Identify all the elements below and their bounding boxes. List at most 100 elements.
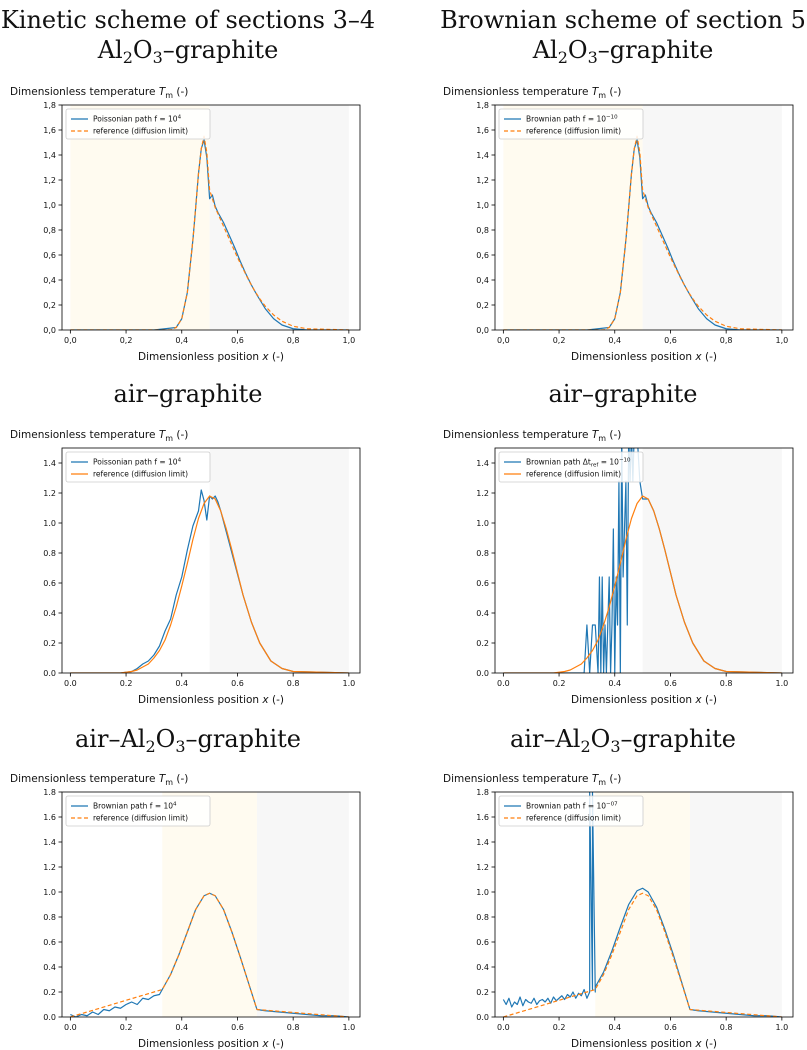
y-tick-label: 0,6 bbox=[43, 251, 56, 260]
legend-box bbox=[498, 795, 644, 827]
legend-label: reference (diffusion limit) bbox=[93, 127, 188, 136]
x-tick-label: 0,2 bbox=[553, 336, 566, 345]
y-tick-label: 0.4 bbox=[43, 609, 56, 618]
y-tick-label: 0,8 bbox=[476, 226, 489, 235]
x-tick-label: 0.8 bbox=[287, 679, 300, 688]
y-tick-label: 0.0 bbox=[476, 669, 489, 678]
x-tick-label: 0.2 bbox=[120, 679, 133, 688]
y-tick-label: 1.6 bbox=[43, 813, 56, 822]
y-tick-label: 0.6 bbox=[43, 579, 56, 588]
y-axis-label: Dimensionless temperature Tm (-) bbox=[10, 429, 188, 443]
x-tick-label: 0.8 bbox=[720, 1023, 733, 1032]
x-tick-label: 0,4 bbox=[175, 336, 188, 345]
y-tick-label: 1,2 bbox=[476, 176, 489, 185]
y-tick-label: 0,0 bbox=[476, 326, 489, 335]
region-graphite bbox=[642, 105, 782, 330]
row-title-2-col-2: air–graphite bbox=[549, 380, 698, 408]
x-tick-label: 0.2 bbox=[553, 1023, 566, 1032]
y-tick-label: 0,0 bbox=[43, 326, 56, 335]
x-tick-label: 0.0 bbox=[64, 1023, 77, 1032]
y-tick-label: 0.8 bbox=[476, 549, 489, 558]
x-tick-label: 0.4 bbox=[175, 1023, 188, 1032]
legend-label: Poissonian path f = 104 bbox=[93, 458, 182, 467]
x-tick-label: 1.0 bbox=[775, 1023, 788, 1032]
x-tick-label: 1.0 bbox=[775, 679, 788, 688]
y-tick-label: 1.2 bbox=[476, 489, 489, 498]
y-tick-label: 0.2 bbox=[43, 639, 56, 648]
y-axis-label: Dimensionless temperature Tm (-) bbox=[443, 773, 621, 787]
region-al2o3 bbox=[595, 792, 690, 1017]
y-tick-label: 0.4 bbox=[476, 609, 489, 618]
y-tick-label: 1,4 bbox=[476, 151, 489, 160]
legend-box bbox=[65, 108, 211, 140]
x-tick-label: 0,8 bbox=[287, 336, 300, 345]
y-tick-label: 1,0 bbox=[476, 201, 489, 210]
row-titles: air–graphite air–graphite air–Al2O3–graphi… bbox=[75, 380, 736, 756]
x-axis-label: Dimensionless position x (-) bbox=[138, 1038, 284, 1050]
x-tick-label: 0.8 bbox=[287, 1023, 300, 1032]
row-title-2-col-1: air–graphite bbox=[114, 380, 263, 408]
y-tick-label: 1,6 bbox=[476, 126, 489, 135]
x-axis-label: Dimensionless position x (-) bbox=[571, 694, 717, 706]
x-tick-label: 0,4 bbox=[608, 336, 621, 345]
panel-5: Dimensionless temperature Tm (-) Dimensio… bbox=[10, 773, 361, 1050]
series-group bbox=[70, 489, 349, 673]
y-tick-label: 0.2 bbox=[43, 988, 56, 997]
panel-4: Dimensionless temperature Tm (-) Dimensio… bbox=[443, 429, 794, 706]
y-tick-label: 1.4 bbox=[476, 838, 489, 847]
y-tick-label: 0.4 bbox=[43, 963, 56, 972]
region-graphite bbox=[642, 448, 782, 673]
y-tick-label: 0.2 bbox=[476, 988, 489, 997]
reference-line-orange bbox=[503, 135, 782, 330]
y-axis-label: Dimensionless temperature Tm (-) bbox=[443, 86, 621, 100]
legend-label: Brownian path f = 104 bbox=[93, 802, 177, 811]
y-tick-label: 1.0 bbox=[476, 888, 489, 897]
y-tick-label: 0,2 bbox=[43, 301, 56, 310]
x-tick-label: 0.4 bbox=[608, 1023, 621, 1032]
y-tick-label: 0.6 bbox=[43, 938, 56, 947]
y-tick-label: 1,4 bbox=[43, 151, 56, 160]
panel-1: Dimensionless temperature Tm (-) Dimensio… bbox=[10, 86, 361, 363]
x-tick-label: 0,0 bbox=[64, 336, 77, 345]
y-tick-label: 1.8 bbox=[43, 788, 56, 797]
axes-frame bbox=[494, 104, 794, 331]
y-tick-label: 0.0 bbox=[43, 669, 56, 678]
y-tick-label: 0,4 bbox=[476, 276, 489, 285]
region-al2o3 bbox=[162, 792, 257, 1017]
reference-line-orange bbox=[70, 892, 349, 1017]
legend-box bbox=[498, 108, 644, 140]
x-tick-label: 0.0 bbox=[64, 679, 77, 688]
series-group bbox=[503, 448, 782, 673]
legend-box bbox=[65, 795, 211, 827]
series-group bbox=[503, 135, 782, 330]
legend-label: reference (diffusion limit) bbox=[93, 470, 188, 479]
axes-frame bbox=[61, 104, 361, 331]
column-title-2-line-1: Brownian scheme of section 5 bbox=[440, 6, 806, 34]
y-tick-label: 0,6 bbox=[476, 251, 489, 260]
y-tick-label: 1.2 bbox=[43, 489, 56, 498]
panel-3: Dimensionless temperature Tm (-) Dimensio… bbox=[10, 429, 361, 706]
x-tick-label: 0,6 bbox=[664, 336, 677, 345]
x-axis-label: Dimensionless position x (-) bbox=[571, 1038, 717, 1050]
reference-line-orange bbox=[503, 495, 782, 673]
y-tick-label: 1,8 bbox=[43, 101, 56, 110]
region-al2o3 bbox=[70, 105, 210, 330]
y-tick-label: 1,0 bbox=[43, 201, 56, 210]
legend-label: reference (diffusion limit) bbox=[93, 814, 188, 823]
x-tick-label: 0,6 bbox=[231, 336, 244, 345]
region-graphite bbox=[209, 105, 349, 330]
y-tick-label: 1.4 bbox=[43, 838, 56, 847]
legend-label: Poissonian path f = 104 bbox=[93, 115, 182, 124]
axes-frame bbox=[494, 447, 794, 674]
row-title-3-col-2: air–Al2O3–graphite bbox=[510, 725, 736, 756]
series-group bbox=[70, 135, 349, 330]
y-tick-label: 1.6 bbox=[476, 813, 489, 822]
column-titles: Kinetic scheme of sections 3–4Al2O3–grap… bbox=[1, 6, 806, 67]
x-tick-label: 0,0 bbox=[497, 336, 510, 345]
y-tick-label: 1.2 bbox=[476, 863, 489, 872]
axes-frame bbox=[61, 791, 361, 1018]
column-title-1-line-1: Kinetic scheme of sections 3–4 bbox=[1, 6, 375, 34]
legend-label: Brownian path Δtref = 10−10 bbox=[526, 458, 631, 469]
y-tick-label: 0,8 bbox=[43, 226, 56, 235]
y-tick-label: 1.4 bbox=[43, 459, 56, 468]
